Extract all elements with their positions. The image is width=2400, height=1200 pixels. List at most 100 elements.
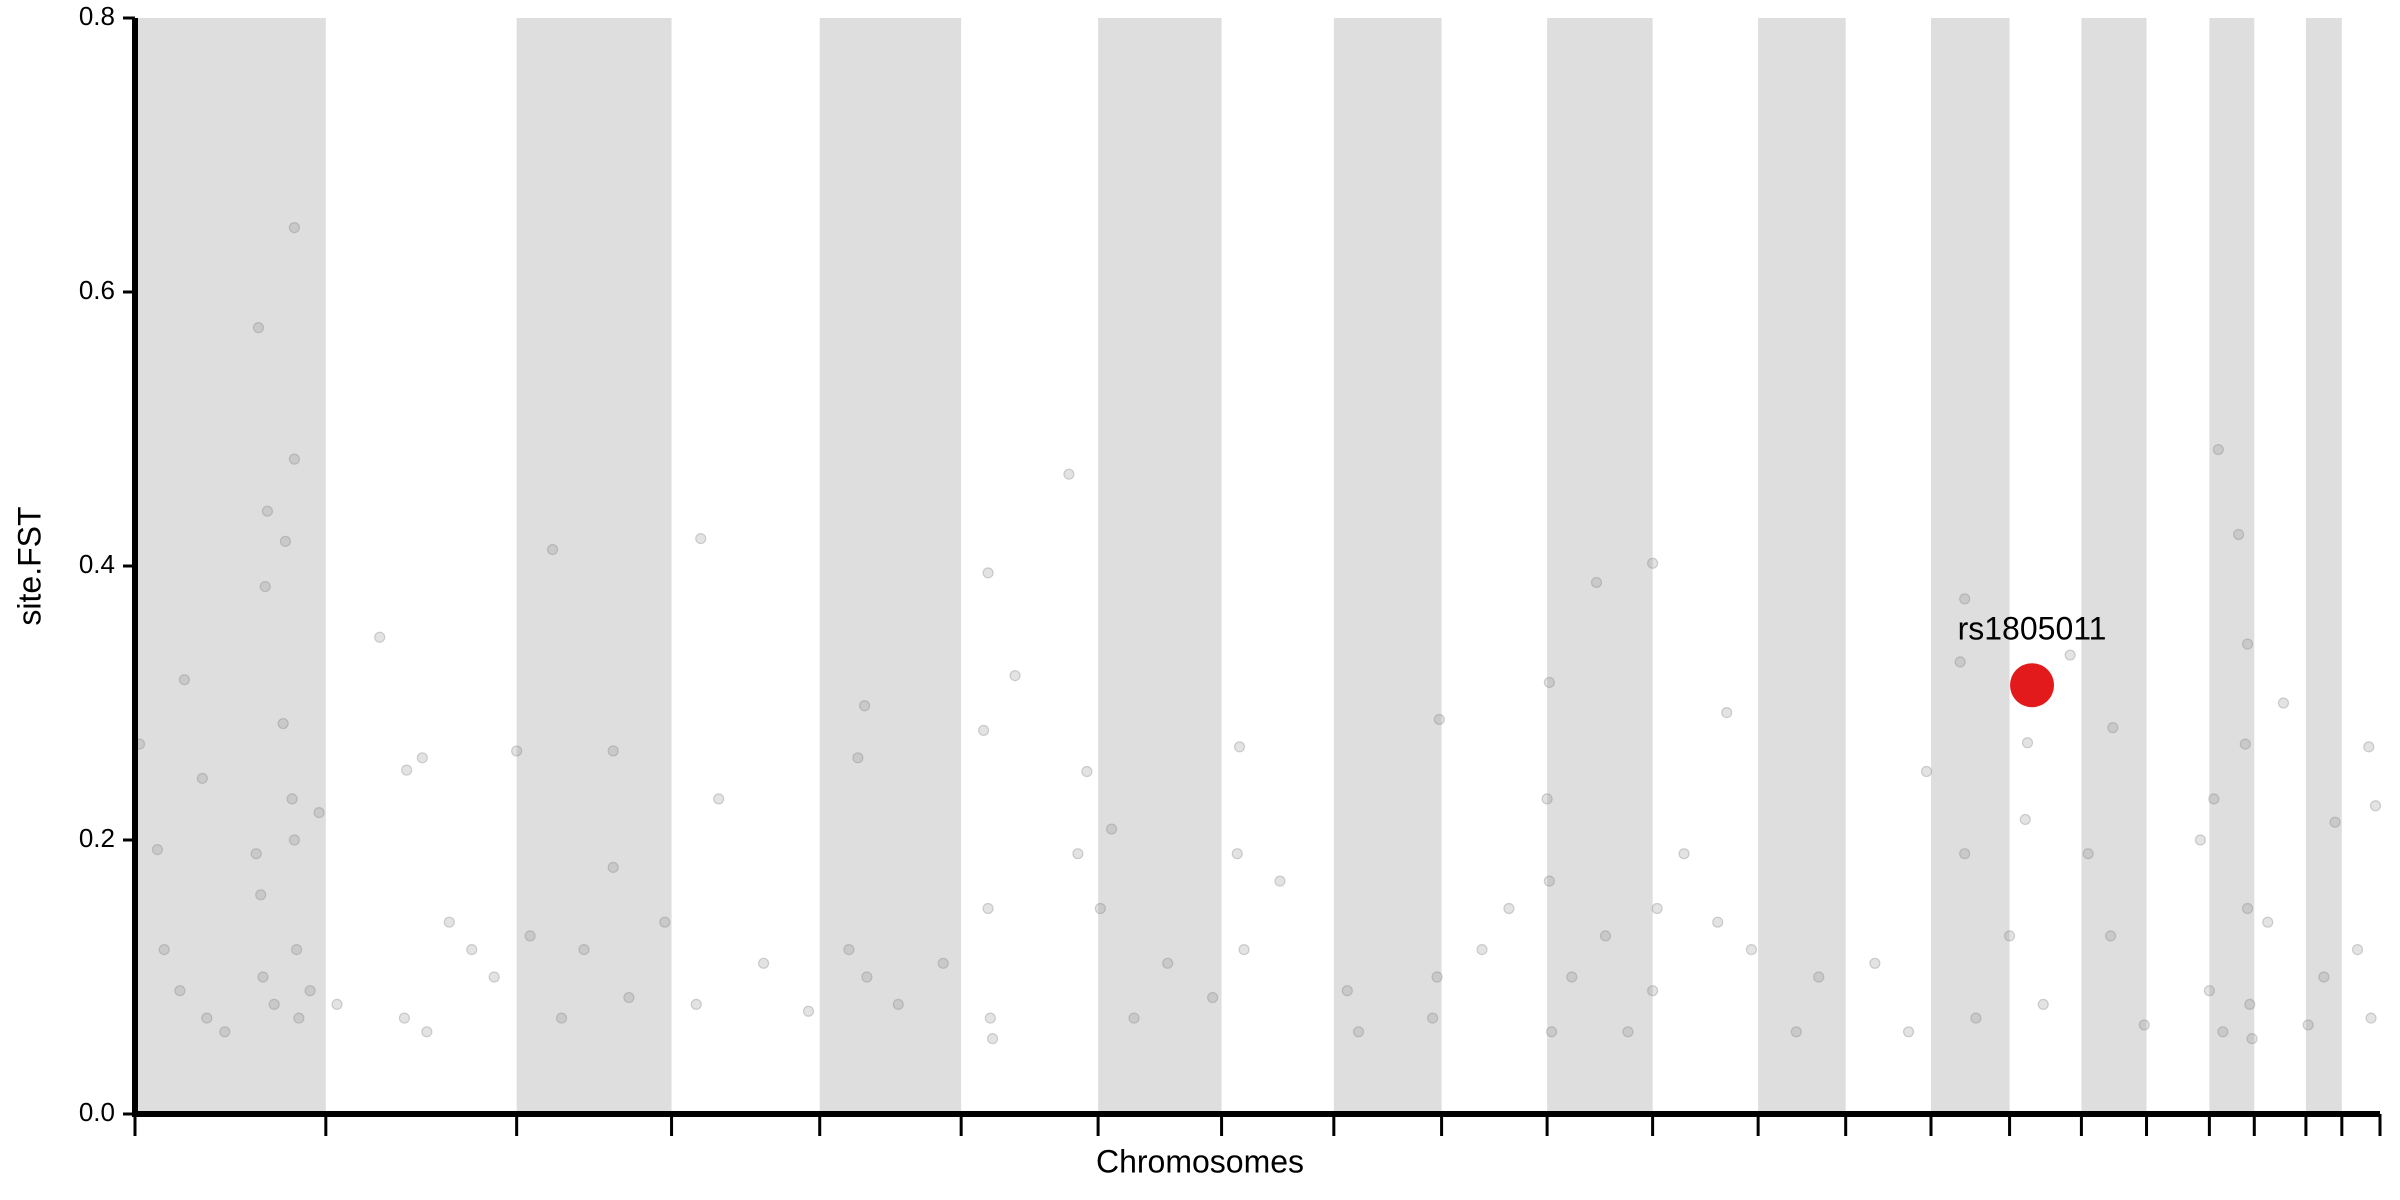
y-tick-label: 0.8 (79, 1, 115, 31)
snp-point (1231, 848, 1243, 860)
snp-point (607, 745, 619, 757)
snp-point (1431, 971, 1443, 983)
chromosome-band (819, 18, 962, 1114)
snp-point (257, 971, 269, 983)
snp-point (1590, 576, 1603, 589)
snp-point (2246, 1033, 2258, 1045)
snp-point (2277, 697, 2290, 709)
chromosome-band (135, 18, 326, 1114)
snp-point (261, 505, 274, 517)
chromosome-band (1098, 18, 1222, 1114)
snp-point (421, 1026, 433, 1038)
snp-point (1959, 593, 1971, 605)
snp-point (488, 971, 500, 983)
x-axis-title: Chromosomes (1096, 1143, 1304, 1179)
chromosome-band (2081, 18, 2147, 1114)
snp-point (398, 1012, 410, 1024)
snp-point (196, 772, 208, 784)
snp-point (1647, 985, 1659, 997)
chromosome-band (516, 18, 672, 1114)
snp-point (659, 916, 671, 928)
snp-point (2239, 738, 2251, 750)
snp-point (1476, 943, 1488, 956)
snp-point (578, 943, 590, 956)
snp-point (1869, 957, 1881, 969)
snp-point (937, 957, 949, 969)
snp-point (1813, 971, 1825, 983)
snp-point (277, 717, 289, 730)
bands (135, 18, 2342, 1114)
snp-point (291, 943, 303, 956)
snp-point (1238, 943, 1250, 956)
snp-point (416, 752, 428, 764)
snp-point (2003, 930, 2016, 942)
snp-point (982, 902, 994, 915)
snp-point (1647, 557, 1659, 569)
snp-point (1543, 676, 1555, 689)
snp-point (158, 943, 170, 956)
snp-point (2318, 971, 2330, 983)
snp-point (511, 745, 523, 757)
snp-point (2138, 1019, 2150, 1031)
snp-point (1959, 848, 1971, 860)
snp-point (852, 752, 864, 764)
snp-point (250, 848, 262, 860)
snp-point (1622, 1026, 1634, 1038)
snp-point (288, 222, 300, 234)
snp-point (892, 998, 904, 1011)
snp-point (524, 930, 536, 942)
snp-point (1094, 902, 1106, 915)
chromosome-band (1758, 18, 1846, 1114)
snp-point (2212, 443, 2224, 456)
snp-point (259, 580, 271, 593)
snp-point (1081, 765, 1093, 778)
highlight-label: rs1805011 (1958, 611, 2107, 647)
y-tick-label: 0.6 (79, 275, 115, 305)
snp-point (443, 916, 455, 928)
snp-point (1651, 902, 1663, 915)
snp-point (178, 674, 190, 686)
snp-point (2369, 800, 2382, 812)
snp-point (401, 764, 413, 776)
snp-point (201, 1012, 213, 1024)
snp-point (2241, 902, 2254, 915)
snp-point (286, 793, 298, 805)
snp-point (1427, 1012, 1439, 1024)
snp-point (2064, 649, 2076, 661)
snp-point (268, 998, 280, 1011)
snp-point (174, 985, 186, 997)
snp-point (1902, 1026, 1915, 1038)
snp-point (1128, 1012, 1140, 1024)
snp-point (1274, 875, 1286, 887)
y-tick-label: 0.2 (79, 823, 115, 853)
snp-point (374, 631, 386, 643)
snp-point (695, 532, 707, 545)
snp-point (255, 889, 267, 901)
snp-point (546, 543, 559, 556)
snp-point (1433, 713, 1445, 726)
snp-point (279, 535, 292, 547)
snp-point (293, 1012, 305, 1024)
chromosome-band (1333, 18, 1442, 1114)
snp-point (861, 971, 873, 983)
snp-point (984, 1012, 996, 1024)
snp-point (713, 793, 725, 805)
snp-point (2244, 998, 2256, 1011)
snp-point (2082, 848, 2094, 860)
snp-point (1105, 823, 1118, 835)
snp-point (252, 322, 265, 334)
axes: 0.0 0.2 0.4 0.6 0.8 (79, 1, 2382, 1136)
snp-point (623, 991, 635, 1004)
snp-point (978, 724, 990, 737)
snp-point (2241, 638, 2254, 650)
snp-point (2302, 1019, 2314, 1031)
snp-point (1678, 848, 1690, 860)
snp-point (1206, 991, 1219, 1004)
y-tick-label: 0.4 (79, 549, 115, 579)
snp-point (331, 998, 343, 1011)
snp-point (2194, 834, 2206, 846)
snp-point (1970, 1012, 1982, 1024)
snp-point (288, 834, 300, 846)
snp-point (2021, 737, 2034, 749)
